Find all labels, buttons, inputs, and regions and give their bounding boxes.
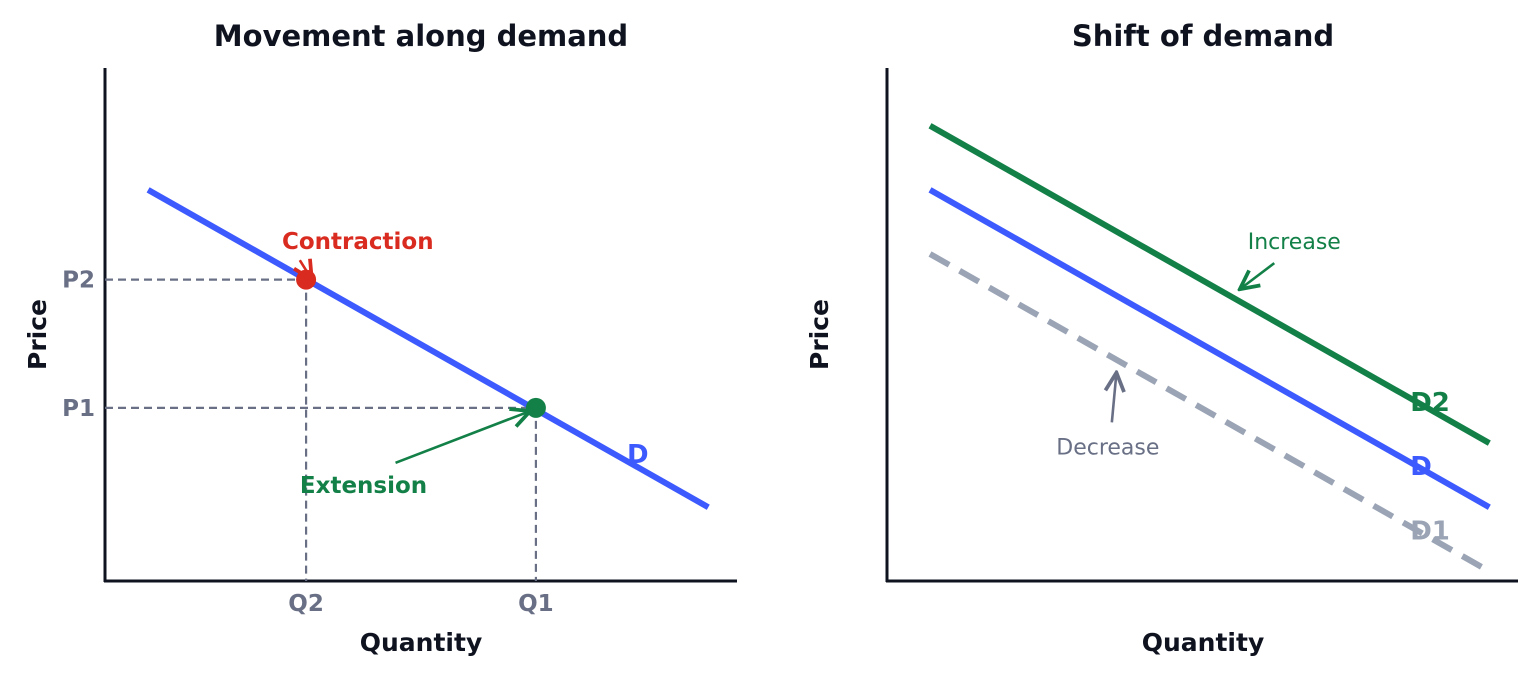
- series-line-d2: [928, 123, 1491, 446]
- annotation-contraction: Contraction: [282, 229, 434, 255]
- chart-panel-1: Movement along demand Quantity Price D Q2 Q1 P…: [23, 19, 737, 657]
- x-tick-label: Q2: [288, 591, 324, 617]
- series-label-d1: D1: [1410, 516, 1450, 546]
- x-axis-label: Quantity: [1142, 628, 1265, 657]
- x-axis-label: Quantity: [360, 628, 483, 657]
- annotation-increase: Increase: [1248, 230, 1341, 255]
- series-label-d2: D2: [1410, 388, 1450, 418]
- chart-title: Movement along demand: [214, 19, 628, 53]
- x-tick-label: Q1: [518, 591, 554, 617]
- annotation-extension: Extension: [300, 473, 427, 499]
- annotation-arrow: [1112, 373, 1117, 423]
- annotation-arrow: [395, 411, 531, 465]
- y-tick-label: P1: [62, 396, 95, 422]
- series-line-d: [928, 187, 1491, 510]
- series-label-d: D: [1410, 452, 1432, 482]
- series-line-d: [146, 187, 710, 510]
- annotation-decrease: Decrease: [1056, 435, 1159, 460]
- y-axis-label: Price: [805, 299, 834, 370]
- series-line-d1: [928, 251, 1491, 574]
- y-tick-label: P2: [62, 268, 95, 294]
- data-point: [525, 397, 546, 418]
- chart-title: Shift of demand: [1072, 19, 1334, 53]
- annotation-arrow: [1240, 262, 1276, 289]
- chart-panel-2: Shift of demand Quantity Price D2 D D1 Increas…: [805, 19, 1518, 657]
- series-label-d: D: [627, 440, 649, 470]
- annotation-arrow: [300, 260, 312, 279]
- y-axis-label: Price: [23, 299, 52, 370]
